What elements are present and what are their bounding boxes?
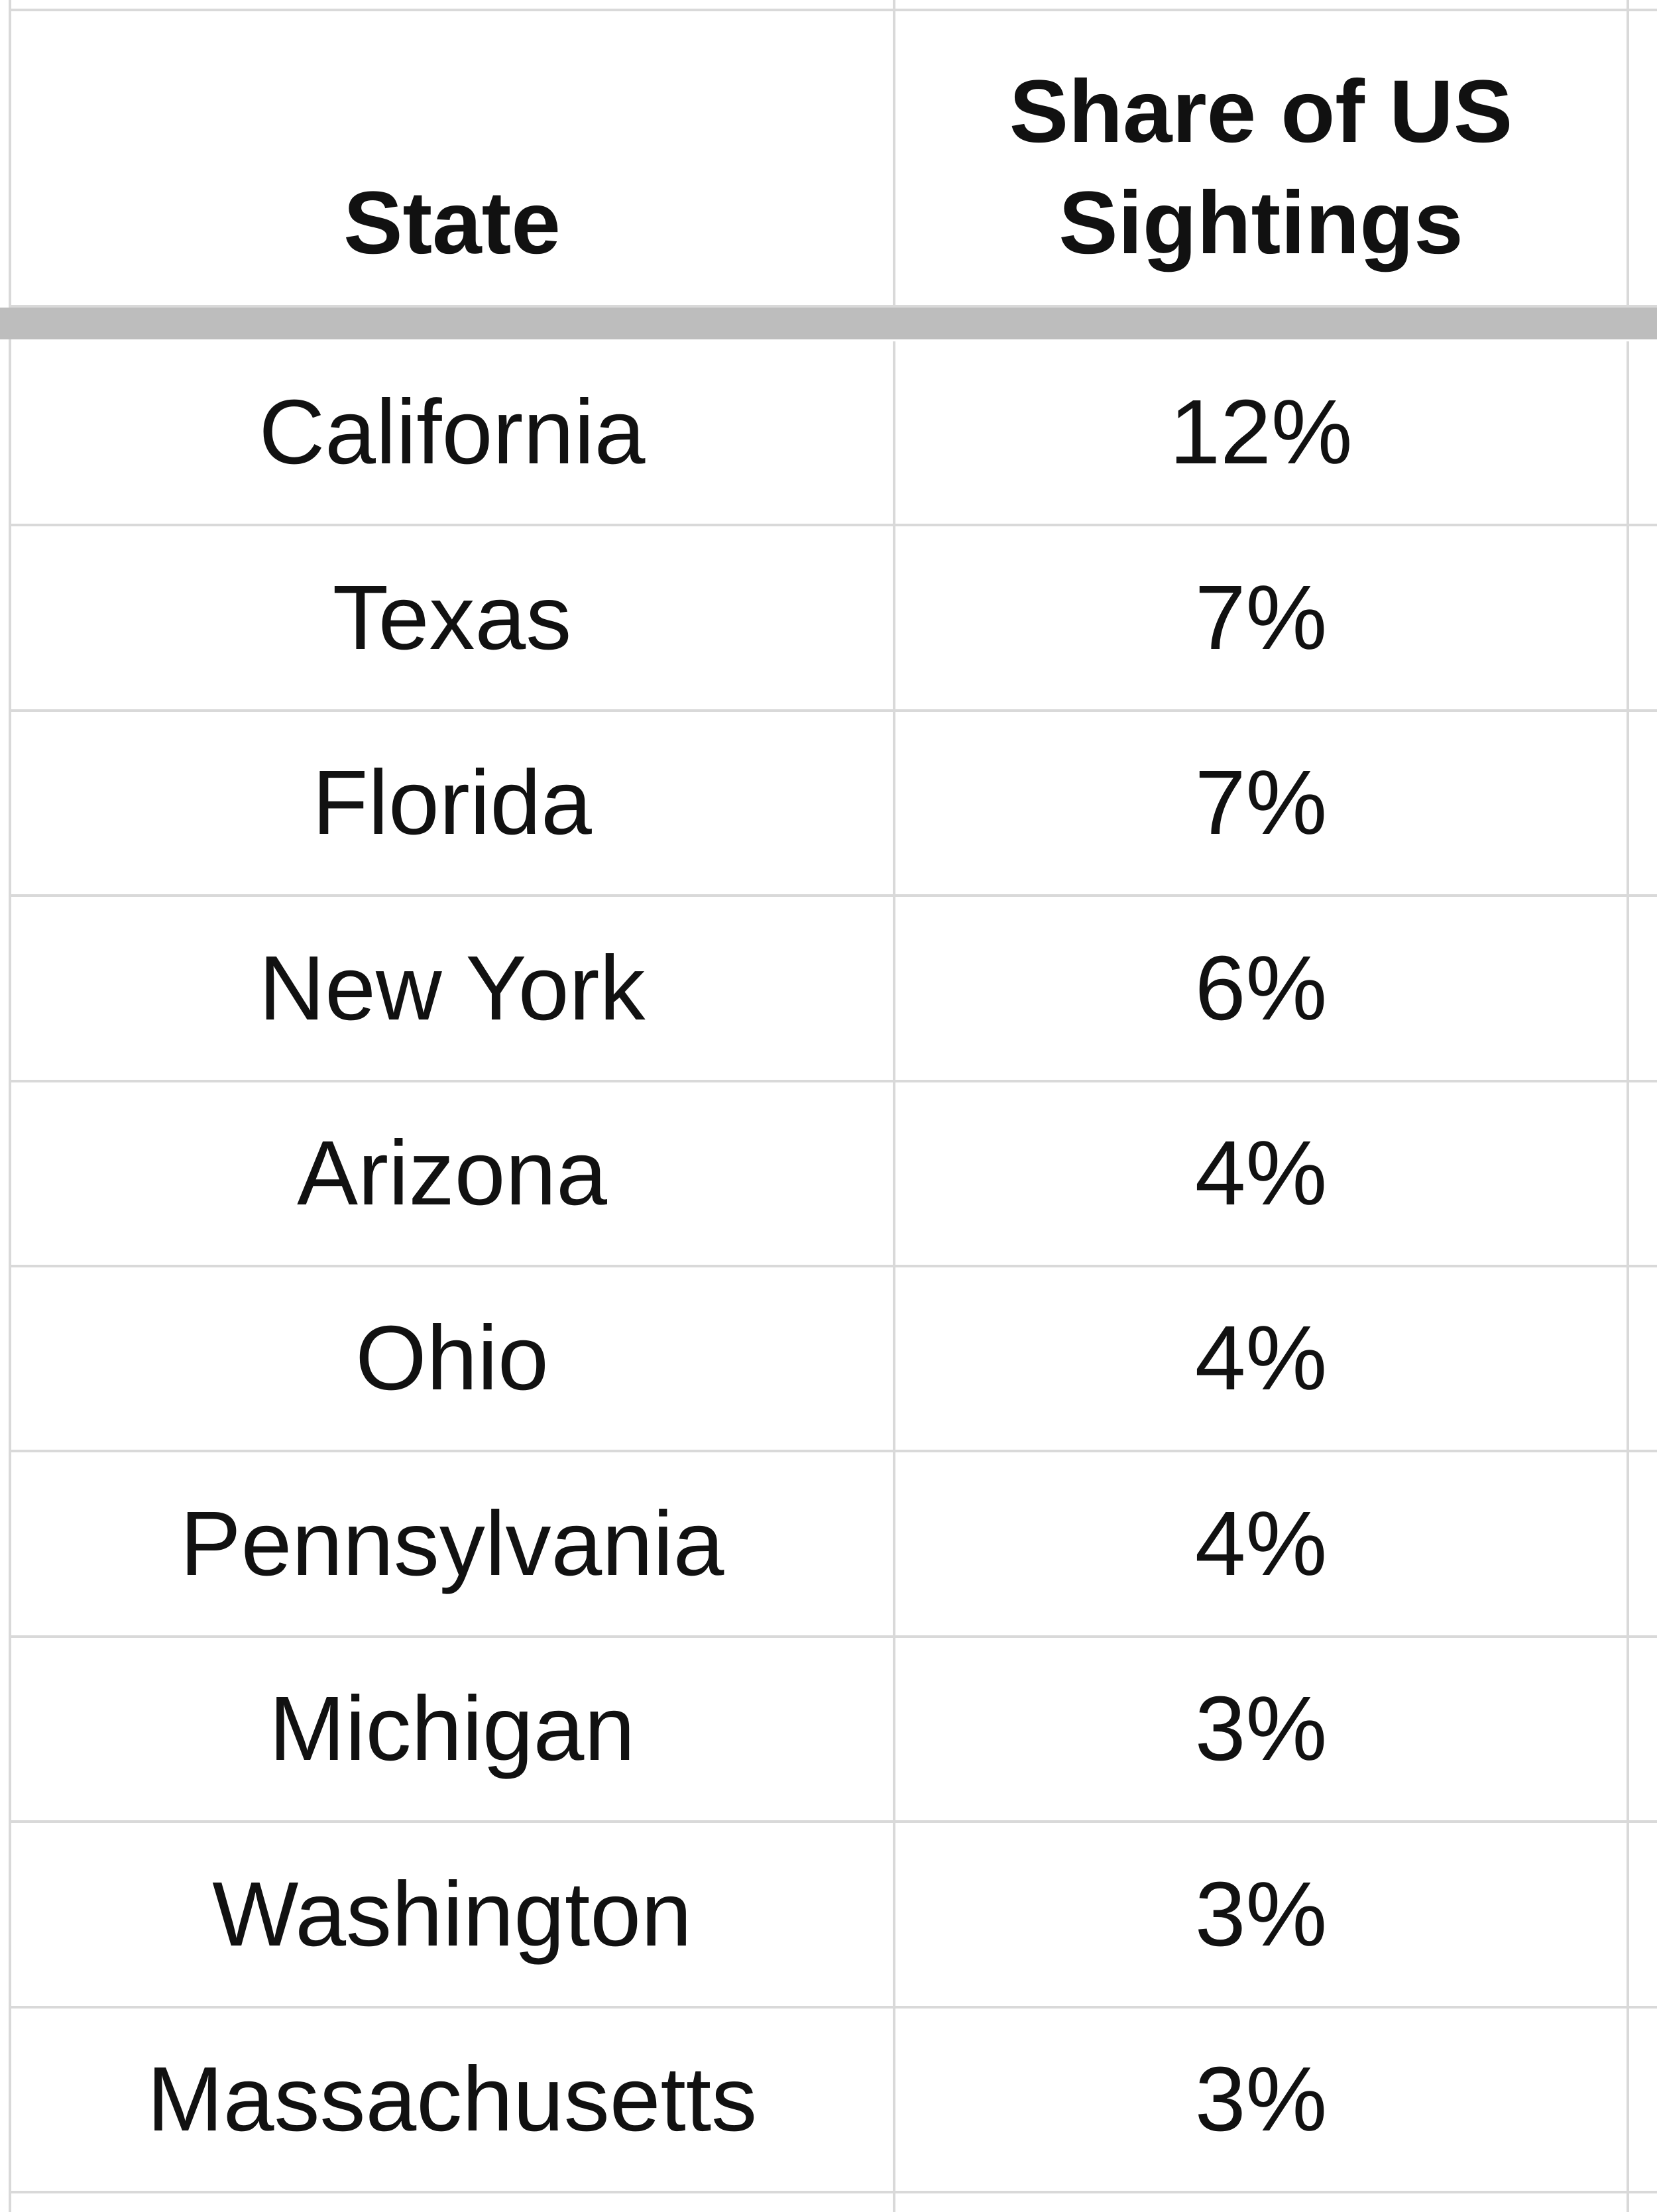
cell	[11, 2193, 895, 2212]
grid-line	[9, 0, 11, 2212]
state-cell: Michigan	[11, 1637, 895, 1824]
cell	[11, 0, 895, 11]
share-cell: 12%	[895, 341, 1629, 527]
cell	[1629, 1267, 1657, 1453]
cell	[1629, 11, 1657, 308]
cell	[1629, 0, 1657, 11]
share-cell: 4%	[895, 1267, 1629, 1453]
state-cell: Washington	[11, 1823, 895, 2008]
cell	[1629, 1638, 1657, 1824]
state-cell: Ohio	[11, 1267, 895, 1453]
share-cell: 7%	[895, 526, 1629, 712]
share-cell: 3%	[895, 1823, 1629, 2008]
header-cell: State	[11, 11, 895, 308]
cell	[1629, 2008, 1657, 2193]
state-cell: Florida	[11, 711, 895, 898]
header-separator	[0, 308, 1657, 339]
cell	[1629, 526, 1657, 712]
cell	[895, 2193, 1629, 2212]
cell	[1629, 2193, 1657, 2212]
state-cell: California	[11, 341, 895, 527]
state-cell: New York	[11, 897, 895, 1082]
share-cell: 6%	[895, 897, 1629, 1082]
cell	[1629, 1452, 1657, 1638]
cell	[895, 0, 1629, 11]
cell	[1629, 897, 1657, 1082]
share-cell: 4%	[895, 1452, 1629, 1638]
cell	[1629, 712, 1657, 898]
share-cell: 3%	[895, 2008, 1629, 2193]
share-cell: 7%	[895, 711, 1629, 898]
header-cell: Share of US Sightings	[895, 11, 1629, 308]
state-cell: Massachusetts	[11, 2008, 895, 2193]
state-cell: Arizona	[11, 1082, 895, 1267]
cell	[1629, 1082, 1657, 1267]
cell	[1629, 1823, 1657, 2008]
cell	[1629, 341, 1657, 527]
share-cell: 3%	[895, 1637, 1629, 1824]
share-cell: 4%	[895, 1082, 1629, 1267]
state-cell: Pennsylvania	[11, 1452, 895, 1638]
state-cell: Texas	[11, 526, 895, 712]
